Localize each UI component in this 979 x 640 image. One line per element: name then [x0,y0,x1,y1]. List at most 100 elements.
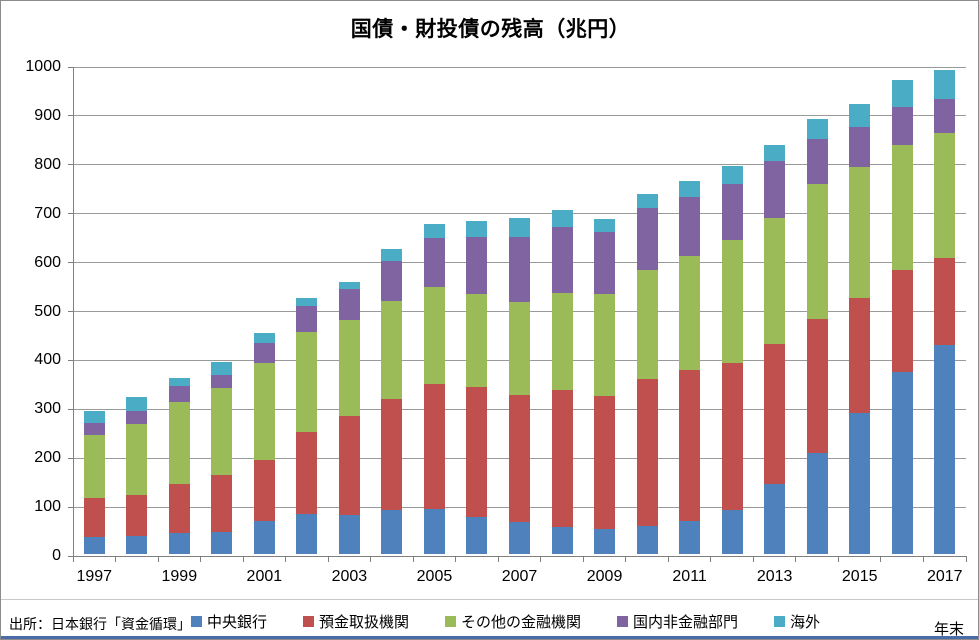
bar-segment-2012-預金取扱機関 [721,363,743,510]
x-axis-label-2007: 2007 [501,568,538,585]
bar-2009 [594,218,616,554]
bar-segment-2010-国内非金融部門 [636,208,658,271]
bar-segment-2002-その他の金融機関 [296,331,318,433]
gridline-800 [73,164,966,166]
y-axis-tick-900 [68,115,73,117]
bar-segment-2005-国内非金融部門 [423,237,445,288]
y-axis-tick-200 [68,457,73,459]
bar-segment-2000-中央銀行 [211,531,233,554]
legend-swatch-icon [617,616,629,627]
x-axis-label-1997: 1997 [76,568,113,585]
bar-segment-2014-その他の金融機関 [806,184,828,319]
bar-segment-2014-海外 [806,118,828,140]
bar-segment-1997-預金取扱機関 [83,497,105,538]
y-axis-label-300: 300 [34,400,61,418]
bar-2003 [338,281,360,554]
bar-segment-2004-海外 [381,248,403,261]
bar-segment-2013-国内非金融部門 [764,161,786,218]
bar-segment-2011-海外 [679,181,701,197]
bar-2015 [849,103,871,554]
bar-1998 [126,396,148,554]
bar-2014 [806,118,828,554]
bar-segment-2005-その他の金融機関 [423,287,445,385]
legend-item-国内非金融部門: 国内非金融部門 [617,611,738,632]
bar-segment-2006-その他の金融機関 [466,293,488,388]
y-axis-label-200: 200 [34,449,61,467]
bar-segment-2013-預金取扱機関 [764,344,786,485]
y-axis-tick-300 [68,408,73,410]
y-axis-label-500: 500 [34,302,61,320]
bar-segment-2006-中央銀行 [466,516,488,554]
x-axis-tick-15 [710,556,712,562]
y-axis-tick-100 [68,506,73,508]
x-axis-label-2003: 2003 [331,568,368,585]
gridline-900 [73,115,966,117]
legend-label: 国内非金融部門 [633,614,739,631]
x-axis-tick-9 [455,556,457,562]
bar-segment-2010-預金取扱機関 [636,378,658,526]
bar-segment-2013-中央銀行 [764,484,786,554]
bar-2016 [891,80,913,554]
y-axis-tick-500 [68,311,73,312]
legend-swatch-icon [774,616,786,627]
x-axis-tick-20 [922,556,924,562]
bar-segment-1997-中央銀行 [83,537,105,554]
bar-segment-2002-預金取扱機関 [296,432,318,514]
bar-2006 [466,221,488,554]
bar-segment-1999-中央銀行 [168,532,190,554]
bar-segment-2004-預金取扱機関 [381,398,403,510]
bar-segment-2009-海外 [594,218,616,232]
x-axis-tick-16 [752,556,754,562]
bar-segment-2001-中央銀行 [253,520,275,554]
bar-segment-1999-海外 [168,377,190,387]
bar-segment-1997-国内非金融部門 [83,422,105,435]
x-axis-label-1999: 1999 [161,568,198,585]
bar-segment-2002-国内非金融部門 [296,305,318,332]
bar-segment-2008-その他の金融機関 [551,293,573,390]
bar-segment-2003-その他の金融機関 [338,320,360,416]
x-axis-tick-18 [837,556,839,562]
x-axis-tick-2 [157,556,159,562]
bar-2017 [934,69,956,554]
x-axis-label-2011: 2011 [672,568,707,585]
bar-segment-2007-中央銀行 [509,521,530,554]
legend-swatch-icon [303,616,315,627]
x-axis-label-2015: 2015 [841,568,878,585]
bar-2013 [764,144,786,554]
bar-segment-2002-海外 [296,298,318,306]
legend-label: 海外 [790,614,821,631]
bar-segment-2017-その他の金融機関 [934,133,956,258]
bar-segment-2003-国内非金融部門 [338,289,360,321]
y-axis-label-1000: 1000 [25,58,61,75]
y-axis-label-0: 0 [52,547,61,564]
bar-2005 [423,224,445,554]
bar-segment-2011-預金取扱機関 [679,370,701,521]
legend-swatch-icon [191,616,202,627]
bar-segment-2017-海外 [934,69,956,99]
bar-segment-1998-国内非金融部門 [126,411,148,424]
bar-2008 [551,209,573,554]
y-axis-tick-400 [68,359,73,361]
bar-segment-2016-国内非金融部門 [891,107,913,146]
bar-segment-2007-海外 [509,218,530,238]
legend-item-預金取扱機関: 預金取扱機関 [303,611,409,632]
x-axis-label-2001: 2001 [246,568,283,585]
x-axis-tick-12 [582,556,584,562]
legend-swatch-icon [445,616,457,627]
bar-segment-2001-預金取扱機関 [253,459,275,521]
x-axis-tick-6 [327,556,329,562]
x-axis-tick-7 [370,556,372,562]
bar-2002 [296,298,318,554]
bar-2012 [721,166,743,554]
bar-segment-2009-中央銀行 [594,529,616,554]
bar-segment-2015-その他の金融機関 [849,167,871,298]
bar-segment-1998-その他の金融機関 [126,423,148,496]
bar-segment-2015-国内非金融部門 [849,127,871,168]
bar-segment-2015-海外 [849,103,871,128]
bar-segment-1999-国内非金融部門 [168,386,190,403]
bar-2011 [679,181,701,554]
y-axis-label-900: 900 [34,106,61,124]
legend-label: 預金取扱機関 [319,614,410,631]
y-axis-label-700: 700 [34,204,61,222]
